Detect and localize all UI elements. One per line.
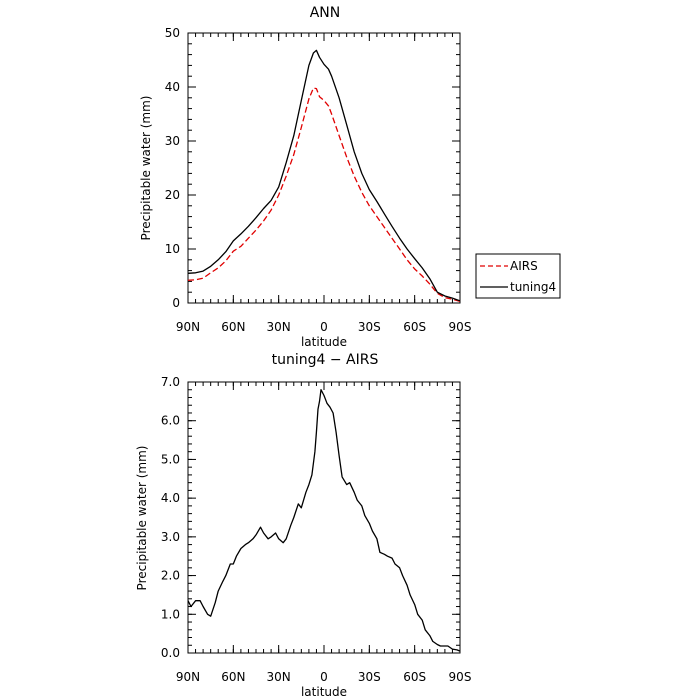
chart-ann: ANN 0 10 20 30 40 50 90N 60N 30N 0 30S 60S 90S lati… xyxy=(139,5,561,349)
y-tick-label: 6.0 xyxy=(161,414,180,428)
x-tick-label: 60S xyxy=(403,670,426,684)
tick-marks xyxy=(187,381,461,654)
y-tick-labels: 0.0 1.0 2.0 3.0 4.0 5.0 6.0 7.0 xyxy=(161,375,180,660)
chart-title: tuning4 − AIRS xyxy=(272,352,379,368)
y-axis-label: Precipitable water (mm) xyxy=(135,446,149,591)
x-tick-label: 30S xyxy=(358,320,381,334)
x-tick-label: 60S xyxy=(403,320,426,334)
y-tick-label: 4.0 xyxy=(161,491,180,505)
y-tick-label: 7.0 xyxy=(161,375,180,389)
legend-label-tuning4: tuning4 xyxy=(510,280,556,294)
x-tick-label: 90S xyxy=(449,320,472,334)
x-tick-label: 90N xyxy=(176,670,200,684)
x-tick-label: 0 xyxy=(320,670,328,684)
x-tick-label: 60N xyxy=(221,670,245,684)
series-lines xyxy=(187,49,461,303)
y-tick-label: 20 xyxy=(165,188,180,202)
x-tick-label: 90N xyxy=(176,320,200,334)
legend: AIRS tuning4 xyxy=(475,253,561,299)
plot-frame xyxy=(187,381,461,654)
x-tick-label: 0 xyxy=(320,320,328,334)
y-tick-label: 5.0 xyxy=(161,452,180,466)
legend-box xyxy=(475,253,561,299)
y-tick-labels: 0 10 20 30 40 50 xyxy=(165,26,180,310)
x-tick-label: 60N xyxy=(221,320,245,334)
x-tick-label: 30S xyxy=(358,670,381,684)
x-tick-label: 30N xyxy=(267,320,291,334)
y-tick-label: 0 xyxy=(172,296,180,310)
series-line-airs xyxy=(187,87,461,303)
y-tick-label: 40 xyxy=(165,80,180,94)
x-tick-label: 30N xyxy=(267,670,291,684)
series-lines xyxy=(187,389,461,652)
x-tick-label: 90S xyxy=(449,670,472,684)
series-line-tuning4 xyxy=(187,49,461,302)
y-tick-label: 3.0 xyxy=(161,530,180,544)
tick-marks xyxy=(187,32,461,304)
series-line-difference xyxy=(187,389,461,652)
y-tick-label: 0.0 xyxy=(161,646,180,660)
x-axis-label: latitude xyxy=(301,685,347,699)
y-axis-label: Precipitable water (mm) xyxy=(139,96,153,241)
y-tick-label: 1.0 xyxy=(161,607,180,621)
x-tick-labels: 90N 60N 30N 0 30S 60S 90S xyxy=(176,670,472,684)
y-tick-label: 30 xyxy=(165,134,180,148)
chart-difference: tuning4 − AIRS 0.01.02.03.04.05.06.07.0 … xyxy=(135,352,471,699)
x-tick-labels: 90N 60N 30N 0 30S 60S 90S xyxy=(176,320,472,334)
chart-title: ANN xyxy=(310,5,341,21)
legend-label-airs: AIRS xyxy=(510,259,538,273)
y-tick-label: 10 xyxy=(165,242,180,256)
x-axis-label: latitude xyxy=(301,335,347,349)
y-tick-label: 50 xyxy=(165,26,180,40)
y-tick-label: 2.0 xyxy=(161,569,180,583)
plot-frame xyxy=(187,32,461,304)
